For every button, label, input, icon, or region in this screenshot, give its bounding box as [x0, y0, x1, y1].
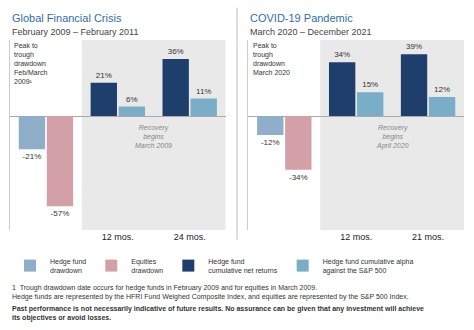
svg-text:24 mos.: 24 mos.: [174, 232, 206, 242]
svg-text:February 2009 – February 2011: February 2009 – February 2011: [12, 27, 138, 37]
svg-text:Global Financial Crisis: Global Financial Crisis: [12, 12, 122, 24]
svg-text:1 Trough drawdown date occurs: 1 Trough drawdown date occurs for hedge …: [12, 284, 409, 301]
svg-text:Peak totroughdrawdownMarch 202: Peak totroughdrawdownMarch 2020: [253, 42, 290, 76]
svg-text:-57%: -57%: [51, 209, 70, 218]
svg-text:12 mos.: 12 mos.: [102, 232, 134, 242]
svg-text:Hedge funddrawdown: Hedge funddrawdown: [50, 258, 86, 274]
svg-text:15%: 15%: [362, 80, 378, 89]
svg-text:21 mos.: 21 mos.: [412, 232, 444, 242]
svg-text:RecoverybeginsApril 2020: RecoverybeginsApril 2020: [376, 124, 409, 150]
svg-text:COVID-19 Pandemic: COVID-19 Pandemic: [250, 12, 353, 24]
svg-text:34%: 34%: [334, 50, 350, 59]
svg-text:Hedge fund cumulative alphaaga: Hedge fund cumulative alphaagainst the S…: [323, 258, 414, 275]
svg-text:-34%: -34%: [289, 173, 308, 182]
svg-text:11%: 11%: [196, 87, 211, 96]
svg-text:36%: 36%: [168, 47, 184, 56]
svg-text:12%: 12%: [434, 85, 450, 94]
svg-text:6%: 6%: [126, 95, 138, 104]
svg-text:21%: 21%: [96, 71, 112, 80]
svg-text:Past performance is not necess: Past performance is not necessarily indi…: [12, 305, 424, 322]
svg-text:Hedge fundcumulative net retur: Hedge fundcumulative net returns: [208, 258, 277, 274]
svg-text:-12%: -12%: [261, 138, 280, 147]
svg-text:RecoverybeginsMarch 2009: RecoverybeginsMarch 2009: [135, 124, 172, 149]
svg-text:39%: 39%: [406, 42, 422, 51]
svg-text:-21%: -21%: [23, 152, 42, 161]
svg-text:Equitiesdrawdown: Equitiesdrawdown: [131, 258, 163, 274]
svg-text:March 2020 – December 2021: March 2020 – December 2021: [250, 27, 372, 37]
svg-text:12 mos.: 12 mos.: [340, 232, 372, 242]
svg-text:Peak totroughdrawdownFeb/March: Peak totroughdrawdownFeb/March2009¹: [14, 42, 48, 85]
